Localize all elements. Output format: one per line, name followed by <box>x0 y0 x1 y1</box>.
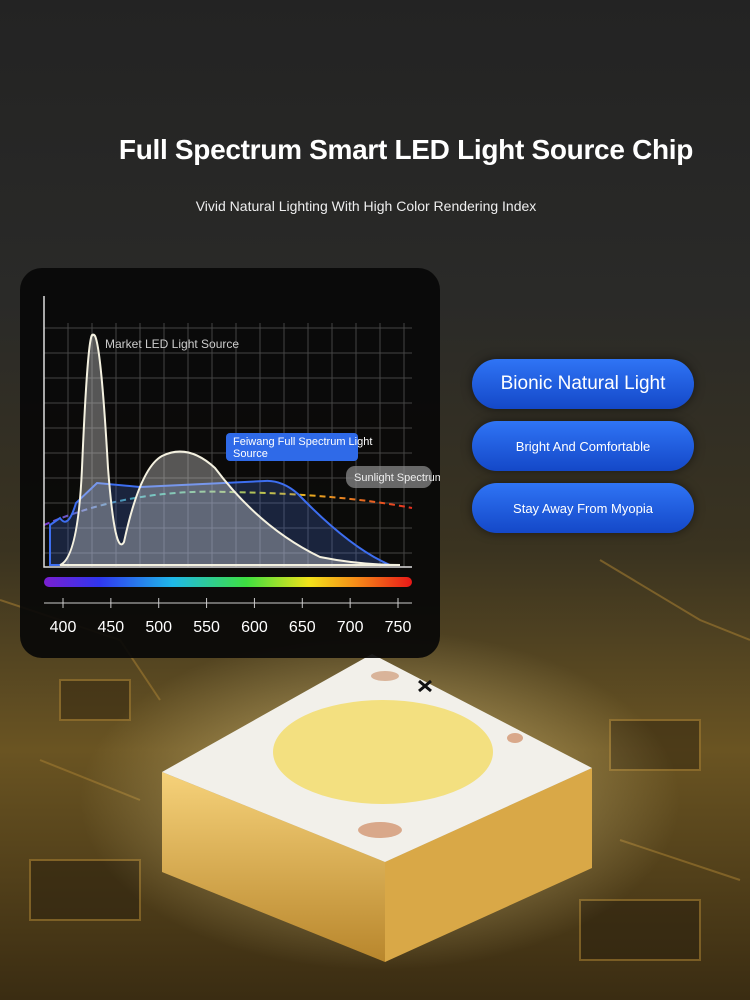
feature-button: Bright And Comfortable <box>472 421 694 471</box>
tick-label: 550 <box>193 619 220 636</box>
color-bar <box>44 577 412 587</box>
title: Full Spectrum Smart LED Light Source Chi… <box>118 134 694 165</box>
led-chip <box>162 654 592 962</box>
market-led-curve <box>59 333 401 566</box>
tick-label: 700 <box>337 619 364 636</box>
graph-label: Feiwang Full Spectrum Light Source <box>233 436 372 460</box>
tick-label: 600 <box>241 619 268 636</box>
spectrum-panel: Market LED Light Source Feiwang Full Spec… <box>20 268 440 658</box>
graph-label: Market LED Light Source <box>105 337 239 351</box>
tick-label: 750 <box>385 619 412 636</box>
feature-button: Stay Away From Myopia <box>472 483 694 533</box>
subtitle: Vivid Natural Lighting With High Color R… <box>195 198 537 214</box>
tick-label: 650 <box>289 619 316 636</box>
tick-label: 450 <box>98 619 125 636</box>
feature-button: Bionic Natural Light <box>472 359 694 409</box>
tick-label: 400 <box>50 619 77 636</box>
tick-label: 500 <box>145 619 172 636</box>
sunlight-curve <box>43 490 413 526</box>
spectrum-graph: Market LED Light Source Feiwang Full Spec… <box>43 296 440 636</box>
graph-label: Sunlight Spectrum <box>354 472 440 484</box>
label-box <box>346 466 432 488</box>
graph-axes <box>43 296 412 568</box>
label-box <box>226 433 358 461</box>
